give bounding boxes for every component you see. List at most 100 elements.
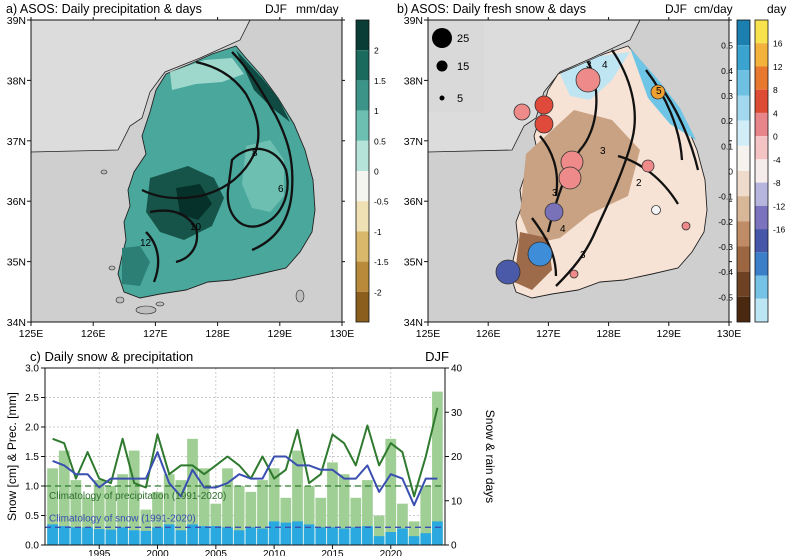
map-x-tick-label: 126E	[81, 328, 106, 340]
precip-bar	[233, 486, 245, 545]
panel-b-contour-label: 3	[552, 188, 558, 199]
panel-b-title: b) ASOS: Daily fresh snow & days	[397, 2, 586, 16]
precip-bar	[350, 497, 362, 545]
panel-b-stations	[495, 67, 691, 285]
colorbar-tick-label: -1	[374, 227, 382, 237]
size-legend-label: 25	[457, 33, 469, 45]
snow-bar	[408, 536, 420, 545]
y-right-tick-label: 20	[451, 452, 463, 463]
map-y-tick-label: 39N	[7, 15, 26, 27]
colorbar-tick-label: -12	[773, 201, 786, 211]
panel-a-map-axes: 125E 126E 127E 128E 129E 130E 39N 38N 37N 36N 35N 3…	[7, 15, 355, 340]
precip-bar	[47, 468, 58, 545]
panel-a-contours	[141, 51, 294, 283]
colorbar-swatch	[755, 43, 768, 67]
size-legend-marker	[439, 95, 445, 101]
rain-days-line	[52, 407, 439, 498]
map-x-tick-label: 128E	[596, 328, 621, 340]
panel-a-korea	[117, 45, 316, 299]
panel-b-contour-label: 5	[656, 86, 662, 97]
colorbar-tick-label: 2	[374, 46, 379, 56]
panel-c: c) Daily snow & precipitation DJF Climat…	[5, 349, 497, 556]
colorbar-tick-label: 0.1	[721, 141, 733, 151]
colorbar-tick-label: 8	[773, 85, 778, 95]
panel-a-frame	[30, 19, 343, 323]
precip-bar	[198, 468, 210, 545]
map-x-tick-label: 125E	[416, 328, 441, 340]
size-legend-marker	[432, 28, 452, 48]
snow-bar	[303, 524, 315, 545]
size-legend-label: 15	[457, 61, 469, 73]
precip-bar	[152, 491, 163, 545]
x-tick-label: 2010	[263, 549, 286, 556]
snow-bar	[222, 527, 233, 545]
colorbar-swatch	[737, 70, 750, 96]
precip-bar	[420, 486, 432, 545]
precip-bar	[105, 486, 117, 545]
colorbar-swatch	[356, 291, 369, 322]
snow-bar	[198, 526, 210, 545]
station-marker	[534, 95, 554, 115]
panel-a-shade-darkest	[176, 184, 212, 220]
y-left-tick-label: 2.5	[25, 393, 39, 404]
colorbar-swatch	[356, 261, 369, 292]
panel-b-map-axes: 125E 126E 127E 128E 129E 130E 39N 38N 37N 36N 35N 3…	[404, 15, 742, 340]
snow-bar	[163, 524, 175, 545]
x-tick-label: 2000	[146, 549, 169, 556]
map-y-tick-label: 38N	[404, 75, 423, 87]
precip-bar	[432, 391, 443, 545]
snow-bar	[82, 527, 93, 545]
y-left-tick-label: 3.0	[25, 364, 39, 375]
snow-bar	[140, 530, 152, 545]
precip-bar	[362, 480, 373, 545]
precip-bar	[128, 450, 140, 545]
snow-bar	[315, 527, 327, 545]
map-y-tick-label: 37N	[404, 136, 423, 148]
precip-bar	[315, 497, 327, 545]
colorbar-tick-label: 16	[773, 39, 783, 49]
panel-b-contour-label: 4	[560, 224, 566, 235]
station-marker	[681, 221, 691, 231]
panel-a-title: a) ASOS: Daily precipitation & days	[6, 2, 202, 16]
colorbar-tick-label: 0.5	[374, 136, 386, 146]
colorbar-tick-label: 0.2	[721, 116, 733, 126]
panel-b-colorbar-left: 0.5 0.4 0.3 0.2 0.1 0 -0.1 -0.2 -0.3 -0.4 -0.5	[718, 19, 751, 323]
panel-b-contour-label: 3	[580, 250, 586, 261]
colorbar-swatch	[737, 45, 750, 71]
snow-bar	[397, 528, 408, 545]
precip-bar	[397, 503, 408, 545]
x-tick-label: 2005	[205, 549, 228, 556]
colorbar-tick-label: 0	[374, 167, 379, 177]
y-right-tick-label: 40	[451, 364, 463, 375]
snow-bar	[152, 527, 163, 545]
snow-bar	[327, 527, 338, 545]
colorbar-tick-label: 0.3	[721, 91, 733, 101]
map-x-tick-label: 127E	[536, 328, 561, 340]
snow-bar	[128, 530, 140, 545]
precip-bar	[187, 438, 198, 545]
panel-a-shade-southwest	[122, 246, 150, 286]
map-y-tick-label: 38N	[7, 75, 26, 87]
map-x-tick-label: 130E	[330, 328, 355, 340]
colorbar-tick-label: -0.5	[374, 197, 389, 207]
panel-b-contour-label: 3	[600, 146, 606, 157]
station-marker	[513, 103, 531, 121]
panel-a-contour-label: 12	[140, 238, 152, 249]
colorbar-swatch	[737, 20, 750, 46]
y-left-axis-label: Snow [cm] & Prec. [mm]	[5, 392, 19, 521]
snow-bar	[233, 530, 245, 545]
colorbar-swatch	[356, 110, 369, 141]
colorbar-swatch	[737, 145, 750, 171]
size-legend-label: 5	[457, 93, 463, 105]
snow-bar	[210, 526, 222, 545]
panel-b-contour-label: 2	[636, 178, 642, 189]
map-y-tick-label: 34N	[404, 317, 423, 329]
precip-bar	[327, 462, 338, 545]
panel-a-map: 8 6 12 10	[31, 20, 342, 322]
panel-b-contour-label: 3	[586, 60, 592, 71]
x-tick-label: 1995	[88, 549, 111, 556]
colorbar-tick-label: -0.2	[718, 217, 733, 227]
x-tick-label: 2020	[380, 549, 403, 556]
station-marker	[650, 84, 666, 100]
map-y-tick-label: 35N	[404, 257, 423, 269]
